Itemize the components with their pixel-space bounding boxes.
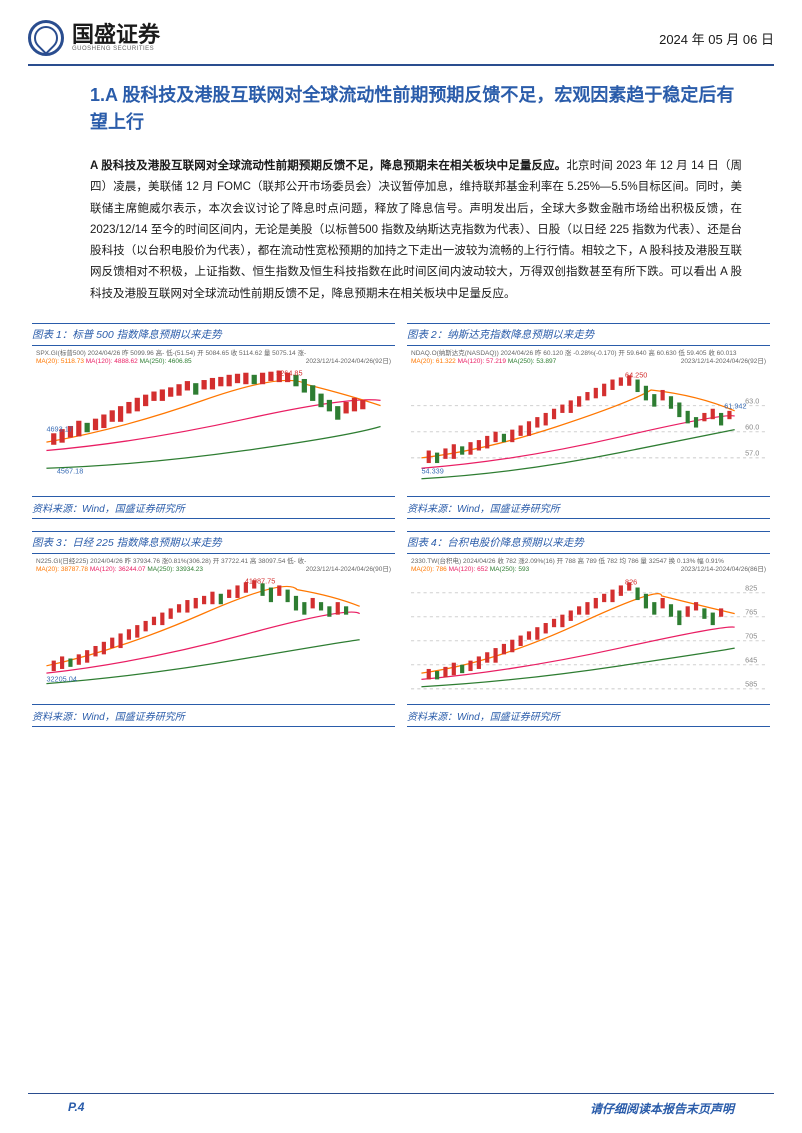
chart-2-source: 资料来源：Wind，国盛证券研究所 — [407, 496, 770, 519]
body-rest: 北京时间 2023 年 12 月 14 日（周四）凌晨，美联储 12 月 FOM… — [90, 160, 742, 300]
svg-text:60.0: 60.0 — [745, 422, 759, 431]
svg-text:32205.04: 32205.04 — [46, 674, 76, 683]
body-paragraph: A 股科技及港股互联网对全球流动性前期预期反馈不足，降息预期未在相关板块中足量反… — [0, 144, 802, 317]
company-name-cn: 国盛证券 — [72, 24, 160, 46]
svg-text:645: 645 — [745, 655, 757, 664]
chart-4-source: 资料来源：Wind，国盛证券研究所 — [407, 704, 770, 727]
chart-4: 图表 4：台积电股价降息预期以来走势 2330.TW(台积电) 2024/04/… — [407, 531, 770, 727]
report-date: 2024 年 05 月 06 日 — [659, 29, 774, 48]
chart-2-svg: 63.0 60.0 57.0 — [411, 369, 766, 484]
svg-text:64.250: 64.250 — [625, 370, 647, 379]
svg-text:765: 765 — [745, 607, 757, 616]
svg-text:825: 825 — [745, 583, 757, 592]
svg-text:4693.17: 4693.17 — [46, 424, 72, 433]
svg-text:826: 826 — [625, 577, 637, 586]
svg-text:57.0: 57.0 — [745, 448, 759, 457]
page-header: 国盛证券 GUOSHENG SECURITIES 2024 年 05 月 06 … — [0, 0, 802, 64]
svg-text:63.0: 63.0 — [745, 396, 759, 405]
chart-4-body: 2330.TW(台积电) 2024/04/26 收 782 涨2.09%(16)… — [407, 554, 770, 704]
svg-text:585: 585 — [745, 679, 757, 688]
svg-text:41087.75: 41087.75 — [245, 577, 275, 585]
logo-icon — [28, 20, 64, 56]
chart-1: 图表 1：标普 500 指数降息预期以来走势 SPX.GI(标普500) 202… — [32, 323, 395, 519]
chart-4-legend: 2330.TW(台积电) 2024/04/26 收 782 涨2.09%(16)… — [411, 558, 766, 577]
chart-3-title: 图表 3：日经 225 指数降息预期以来走势 — [32, 531, 395, 554]
chart-4-svg: 825 765 705 645 585 — [411, 577, 766, 692]
chart-2-legend: NDAQ.O(纳斯达克(NASDAQ)) 2024/04/26 昨 60.120… — [411, 350, 766, 369]
svg-text:61.942: 61.942 — [724, 401, 746, 410]
svg-text:5264.85: 5264.85 — [276, 369, 302, 377]
chart-3-svg: 32205.04 41087.75 — [36, 577, 391, 692]
chart-1-title: 图表 1：标普 500 指数降息预期以来走势 — [32, 323, 395, 346]
company-name-en: GUOSHENG SECURITIES — [72, 46, 160, 52]
svg-text:54.339: 54.339 — [421, 466, 443, 475]
svg-text:4567.18: 4567.18 — [57, 466, 83, 475]
chart-4-title: 图表 4：台积电股价降息预期以来走势 — [407, 531, 770, 554]
page-number: P.4 — [68, 1100, 84, 1117]
page-footer: P.4 请仔细阅读本报告末页声明 — [28, 1093, 774, 1117]
body-lead-bold: A 股科技及港股互联网对全球流动性前期预期反馈不足，降息预期未在相关板块中足量反… — [90, 160, 566, 172]
chart-3: 图表 3：日经 225 指数降息预期以来走势 N225.GI(日经225) 20… — [32, 531, 395, 727]
section-title: 1.A 股科技及港股互联网对全球流动性前期预期反馈不足，宏观因素趋于稳定后有望上… — [0, 66, 802, 144]
footer-disclaimer: 请仔细阅读本报告末页声明 — [590, 1100, 734, 1117]
svg-text:705: 705 — [745, 631, 757, 640]
chart-3-body: N225.GI(日经225) 2024/04/26 昨 37934.76 涨0.… — [32, 554, 395, 704]
chart-3-source: 资料来源：Wind，国盛证券研究所 — [32, 704, 395, 727]
charts-grid: 图表 1：标普 500 指数降息预期以来走势 SPX.GI(标普500) 202… — [0, 317, 802, 733]
chart-2-body: NDAQ.O(纳斯达克(NASDAQ)) 2024/04/26 昨 60.120… — [407, 346, 770, 496]
chart-1-source: 资料来源：Wind，国盛证券研究所 — [32, 496, 395, 519]
chart-1-body: SPX.GI(标普500) 2024/04/26 昨 5099.96 高- 低-… — [32, 346, 395, 496]
chart-1-legend: SPX.GI(标普500) 2024/04/26 昨 5099.96 高- 低-… — [36, 350, 391, 369]
chart-2: 图表 2：纳斯达克指数降息预期以来走势 NDAQ.O(纳斯达克(NASDAQ))… — [407, 323, 770, 519]
chart-1-svg: 4693.17 5264.85 4567.18 — [36, 369, 391, 484]
logo: 国盛证券 GUOSHENG SECURITIES — [28, 20, 160, 56]
chart-2-title: 图表 2：纳斯达克指数降息预期以来走势 — [407, 323, 770, 346]
chart-3-legend: N225.GI(日经225) 2024/04/26 昨 37934.76 涨0.… — [36, 558, 391, 577]
